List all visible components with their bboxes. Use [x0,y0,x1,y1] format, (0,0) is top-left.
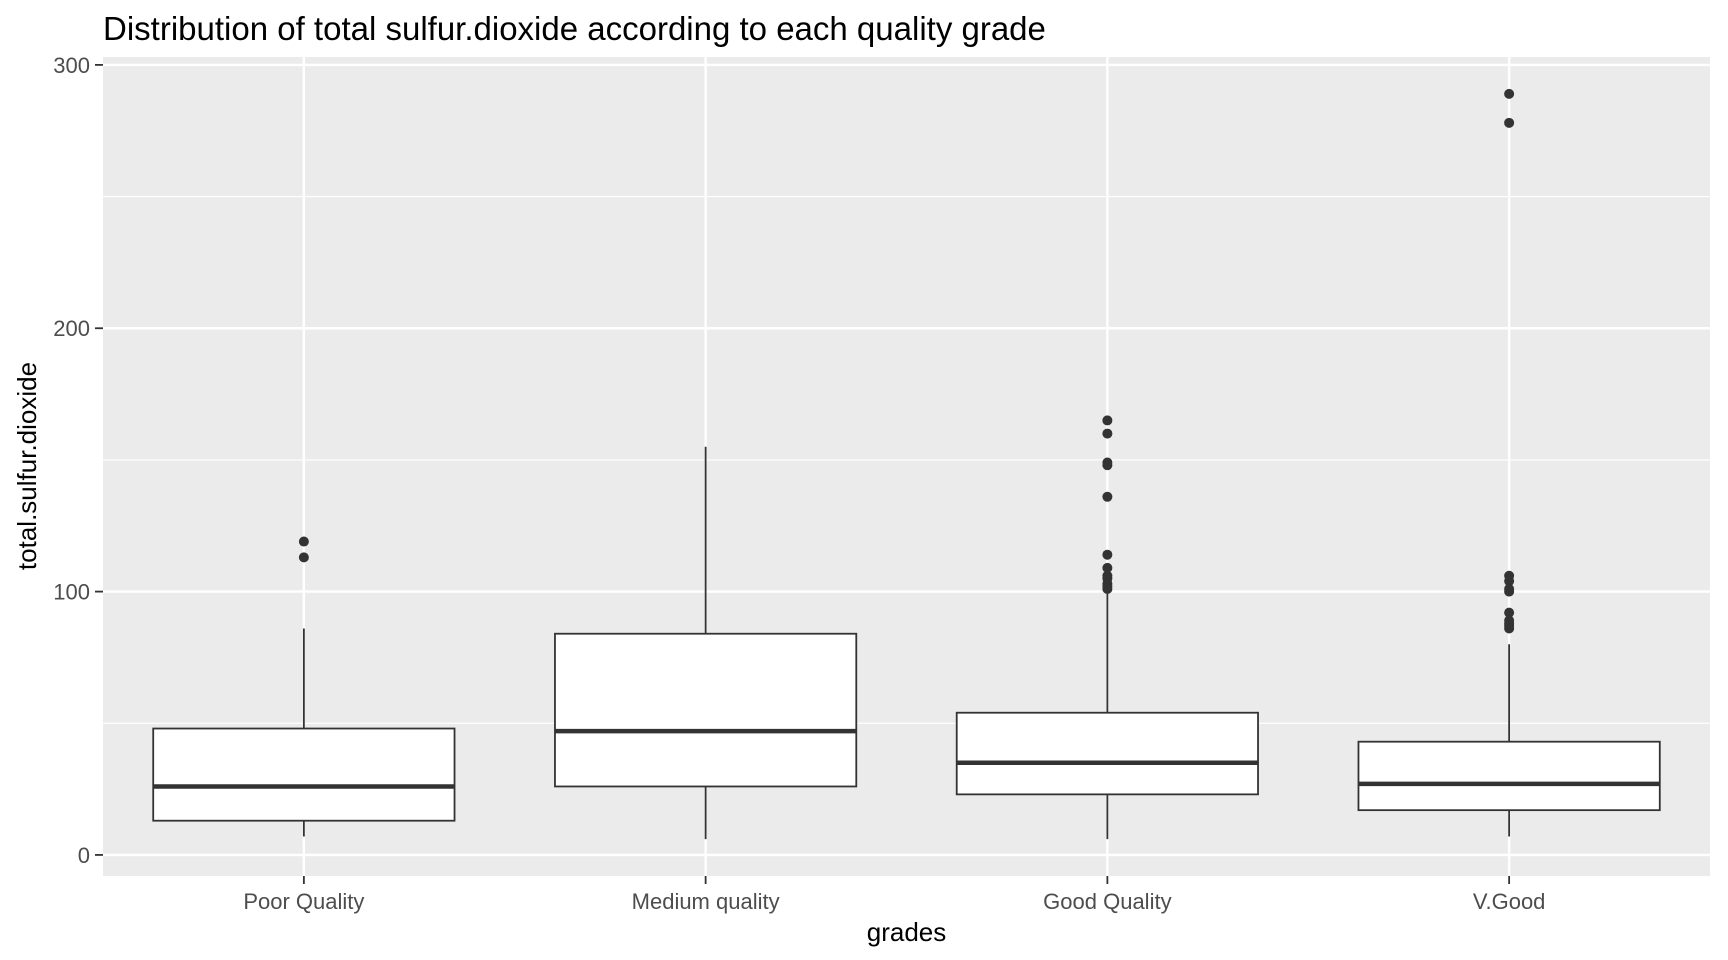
outlier-point [1504,583,1515,594]
outlier-point [1504,615,1515,626]
box-1 [554,446,858,840]
outlier-point [1504,117,1515,128]
x-tick-label: V.Good [1473,889,1546,914]
x-tick-label: Medium quality [632,889,780,914]
outlier-point [1504,607,1515,618]
y-tick-label: 0 [78,843,90,868]
outlier-point [298,536,309,547]
chart-title: Distribution of total sulfur.dioxide acc… [103,10,1046,47]
iqr-box [955,711,1259,796]
box-2 [955,415,1259,840]
outlier-point [1504,570,1515,581]
y-axis: 0 100 200 300 [53,53,103,868]
box-0 [152,536,456,837]
outlier-point [1102,562,1113,573]
x-axis-title: grades [867,917,947,947]
outlier-point [1102,570,1113,581]
y-axis-title: total.sulfur.dioxide [12,362,42,570]
iqr-box [554,632,858,788]
y-tick-label: 200 [53,316,90,341]
outlier-point [298,552,309,563]
outlier-point [1102,428,1113,439]
y-tick-label: 300 [53,53,90,78]
outlier-point [1102,457,1113,468]
outlier-point [1102,415,1113,426]
outlier-point [1102,491,1113,502]
outlier-point [1102,549,1113,560]
x-tick-label: Good Quality [1043,889,1171,914]
iqr-box [1357,740,1661,812]
x-axis: Poor Quality Medium quality Good Quality V.… [243,876,1545,914]
iqr-box [152,727,456,822]
box-3 [1357,88,1661,837]
boxes [152,88,1661,840]
y-tick-label: 100 [53,580,90,605]
outlier-point [1504,88,1515,99]
x-tick-label: Poor Quality [243,889,364,914]
